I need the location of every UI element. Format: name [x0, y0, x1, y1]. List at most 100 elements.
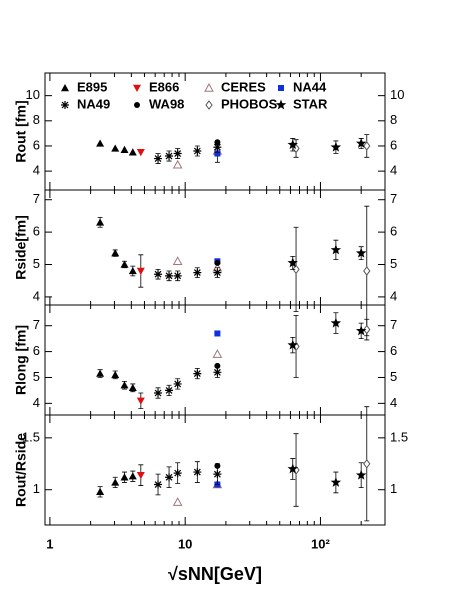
- marker: [165, 386, 174, 395]
- marker: [172, 497, 183, 506]
- y-tick-label: 7: [390, 191, 397, 206]
- y-tick-label: 10: [26, 87, 40, 102]
- marker: [128, 266, 137, 275]
- x-tick-label: 10: [178, 536, 192, 551]
- y-tick-label: 4: [33, 163, 40, 178]
- marker: [214, 139, 221, 146]
- marker: [96, 139, 105, 147]
- y-tick-label: 4: [390, 288, 397, 303]
- marker: [173, 469, 182, 478]
- marker: [287, 463, 298, 474]
- legend-marker: [133, 84, 141, 92]
- y-tick-label: 7: [33, 191, 40, 206]
- legend-marker: [205, 100, 213, 110]
- legend-label: PHOBOS: [221, 96, 278, 111]
- marker: [355, 469, 367, 480]
- marker: [111, 249, 120, 257]
- marker: [363, 458, 371, 469]
- marker: [128, 383, 137, 392]
- y-tick-label: 4: [33, 288, 40, 303]
- marker: [363, 266, 371, 276]
- legend-label: STAR: [293, 96, 328, 111]
- marker: [96, 369, 105, 377]
- marker: [214, 259, 221, 266]
- marker: [287, 339, 298, 350]
- x-axis-label: √sNN[GeV]: [168, 564, 262, 584]
- marker: [193, 147, 202, 155]
- y-tick-label: 4: [33, 395, 40, 410]
- legend-label: WA98: [149, 96, 184, 111]
- marker: [330, 244, 342, 255]
- marker: [212, 349, 223, 358]
- legend-marker: [134, 102, 140, 108]
- marker: [136, 397, 145, 405]
- marker: [214, 362, 221, 369]
- y-tick-label: 5: [390, 256, 397, 271]
- legend-marker: [278, 85, 284, 91]
- marker: [172, 159, 183, 169]
- y-axis-label: Rside[fm]: [13, 215, 29, 280]
- legend-label: E895: [77, 79, 107, 94]
- marker: [173, 379, 182, 388]
- marker: [213, 268, 222, 277]
- legend-label: E866: [149, 79, 179, 94]
- marker: [214, 462, 221, 469]
- marker: [96, 218, 105, 226]
- x-tick-label: 10²: [311, 536, 330, 551]
- marker: [154, 270, 163, 279]
- y-tick-label: 6: [390, 224, 397, 239]
- y-tick-label: 10: [390, 87, 404, 102]
- legend-label: NA44: [293, 79, 327, 94]
- marker: [165, 473, 174, 482]
- y-axis-label: Rout [fm]: [13, 100, 29, 162]
- marker: [111, 370, 120, 379]
- marker: [128, 472, 137, 480]
- y-tick-label: 8: [390, 112, 397, 127]
- legend-label: NA49: [77, 96, 110, 111]
- y-tick-label: 4: [390, 163, 397, 178]
- marker: [111, 144, 120, 152]
- marker: [120, 145, 129, 153]
- marker: [214, 150, 221, 157]
- legend-label: CERES: [221, 79, 266, 94]
- y-tick-label: 1.5: [22, 429, 40, 444]
- y-tick-label: 1: [33, 481, 40, 496]
- marker: [173, 149, 182, 158]
- y-tick-label: 8: [33, 112, 40, 127]
- marker: [128, 148, 137, 156]
- marker: [355, 247, 367, 258]
- y-tick-label: 7: [390, 317, 397, 332]
- marker: [136, 267, 145, 275]
- marker: [154, 389, 163, 397]
- marker: [213, 143, 222, 152]
- y-tick-label: 4: [390, 395, 397, 410]
- marker: [120, 260, 129, 268]
- marker: [172, 256, 183, 265]
- marker: [165, 271, 174, 280]
- marker: [136, 149, 145, 157]
- marker: [363, 324, 371, 335]
- marker: [120, 381, 129, 389]
- y-tick-label: 6: [33, 343, 40, 358]
- marker: [154, 480, 163, 489]
- marker: [165, 152, 174, 161]
- marker: [154, 154, 163, 163]
- marker: [287, 139, 298, 150]
- legend-marker: [61, 84, 69, 92]
- marker: [120, 473, 129, 481]
- y-tick-label: 5: [390, 369, 397, 384]
- marker: [96, 487, 105, 495]
- marker: [330, 317, 342, 328]
- y-axis-label: Rlong [fm]: [13, 325, 29, 395]
- panel-frame: [44, 189, 386, 306]
- legend-marker: [275, 99, 287, 110]
- legend-marker: [61, 101, 69, 109]
- y-axis-label: Rout/Rside: [13, 433, 29, 507]
- y-tick-label: 6: [33, 224, 40, 239]
- marker: [173, 271, 182, 280]
- marker: [292, 264, 300, 275]
- marker: [214, 330, 221, 337]
- marker: [355, 137, 367, 148]
- y-tick-label: 5: [33, 256, 40, 271]
- marker: [330, 476, 342, 487]
